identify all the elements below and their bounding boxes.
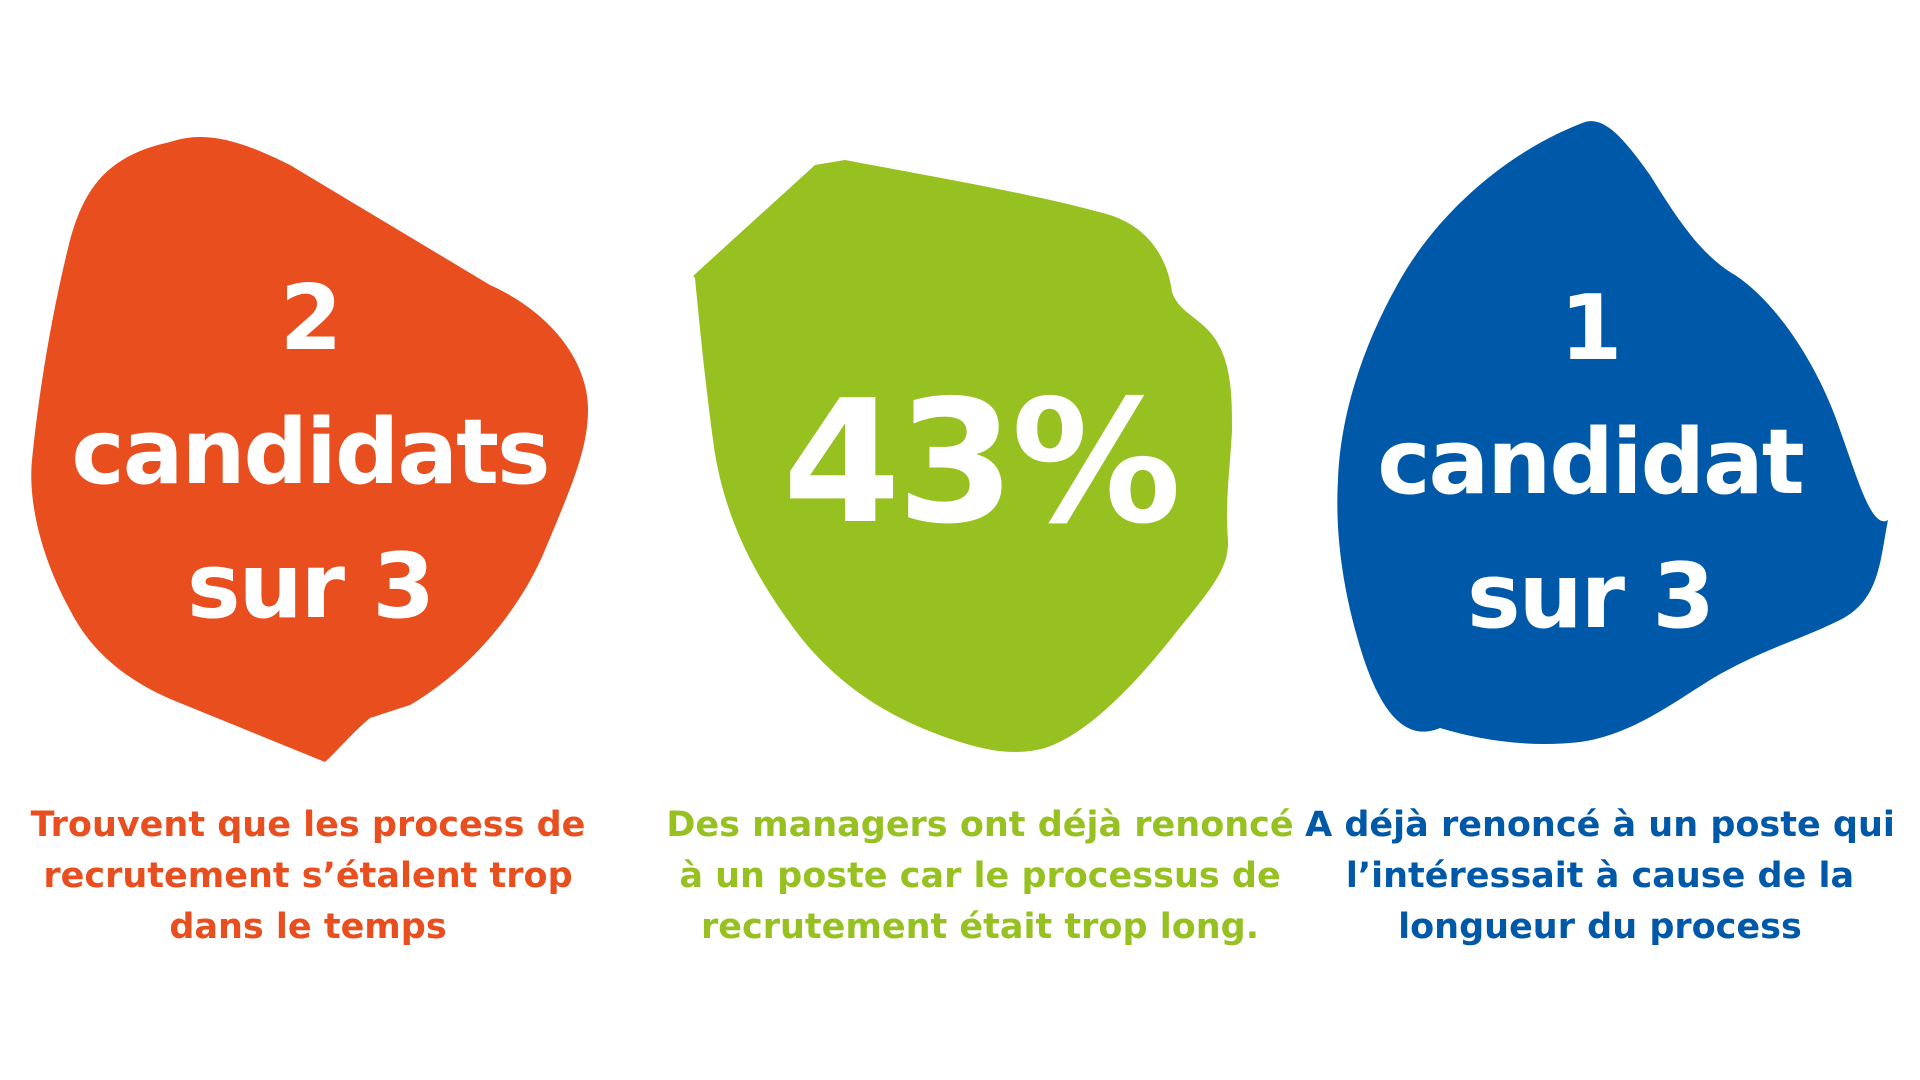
headline-line: 1 — [1559, 276, 1623, 381]
headline-line: candidat — [1377, 410, 1805, 515]
orange-caption: Trouvent que les process de recrutement … — [0, 800, 616, 953]
headline-line: 2 — [279, 266, 343, 371]
caption-line: A déjà renoncé à un poste qui — [1305, 805, 1895, 845]
caption-line: Trouvent que les process de — [30, 805, 586, 845]
green-blob-shape — [693, 160, 1232, 752]
stat-card-green: 43% Des managers ont déjà renoncé à un p… — [640, 0, 1294, 1080]
stat-card-orange: 2 candidats sur 3 Trouvent que les proce… — [0, 0, 640, 1080]
caption-line: l’intéressait à cause de la — [1345, 856, 1855, 896]
caption-line: Des managers ont déjà renoncé — [666, 805, 1294, 845]
headline-line: 43% — [782, 364, 1182, 562]
blue-headline: 1 candidat sur 3 — [1310, 284, 1870, 642]
orange-headline: 2 candidats sur 3 — [20, 274, 600, 632]
caption-line: à un poste car le processus de — [679, 856, 1281, 896]
stat-card-blue: 1 candidat sur 3 A déjà renoncé à un pos… — [1280, 0, 1920, 1080]
blue-caption: A déjà renoncé à un poste qui l’intéress… — [1280, 800, 1920, 953]
orange-blob-shape — [31, 136, 589, 762]
blue-blob-shape — [1337, 121, 1888, 745]
green-caption: Des managers ont déjà renoncé à un poste… — [640, 800, 1320, 953]
headline-line: sur 3 — [187, 534, 435, 639]
caption-line: recrutement s’étalent trop — [43, 856, 573, 896]
caption-line: recrutement était trop long. — [700, 907, 1260, 947]
caption-line: longueur du process — [1398, 907, 1802, 947]
headline-line: sur 3 — [1467, 544, 1715, 649]
caption-line: dans le temps — [169, 907, 447, 947]
green-headline: 43% — [640, 378, 1320, 548]
headline-line: candidats — [71, 400, 550, 505]
